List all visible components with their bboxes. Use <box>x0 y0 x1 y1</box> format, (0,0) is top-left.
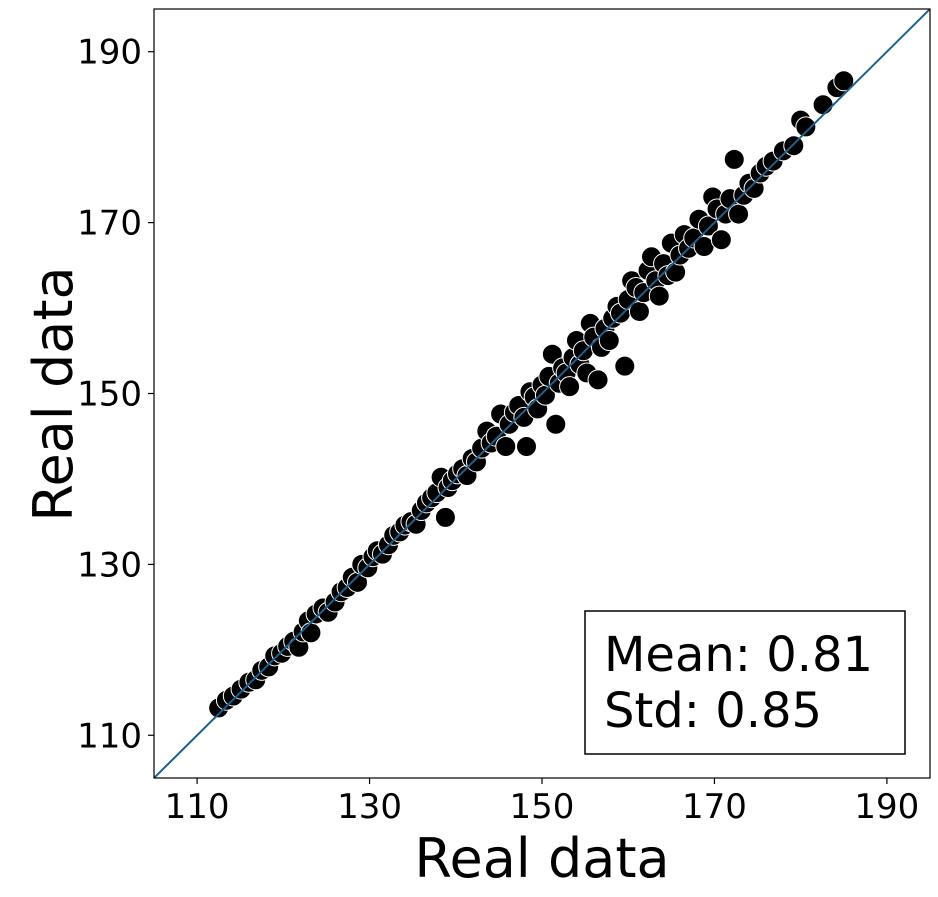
y-tick-label: 110 <box>77 716 142 756</box>
data-point <box>697 215 719 237</box>
data-point <box>587 369 609 391</box>
data-point <box>545 413 567 435</box>
x-tick-label: 130 <box>337 787 402 827</box>
x-tick-label: 190 <box>854 787 919 827</box>
data-point <box>812 94 834 116</box>
y-tick-label: 150 <box>77 375 142 415</box>
data-point <box>559 376 581 398</box>
y-tick-label: 170 <box>77 204 142 244</box>
points-layer <box>208 70 855 719</box>
x-tick-label: 150 <box>510 787 575 827</box>
data-point <box>783 135 805 157</box>
stats-mean-label: Mean: 0.81 <box>604 627 873 683</box>
x-axis-ticks: 110 130 150 170 190 <box>165 778 919 827</box>
y-axis-ticks: 110 130 150 170 190 <box>77 33 154 756</box>
data-point <box>495 435 517 457</box>
data-point <box>795 116 817 138</box>
x-axis-label: Real data <box>414 827 669 890</box>
stats-std-label: Std: 0.85 <box>604 683 822 739</box>
data-point <box>515 435 537 457</box>
stats-box: Mean: 0.81 Std: 0.85 <box>584 610 906 755</box>
x-tick-label: 110 <box>165 787 230 827</box>
data-point <box>710 229 732 251</box>
y-tick-label: 130 <box>77 545 142 585</box>
identity-reference-line <box>154 9 930 778</box>
y-tick-label: 190 <box>77 33 142 73</box>
stats-box-frame <box>584 610 906 755</box>
data-point <box>598 330 620 352</box>
data-point <box>434 506 456 528</box>
data-point <box>723 148 745 170</box>
y-axis-label: Real data <box>22 266 85 521</box>
data-point <box>648 285 670 307</box>
data-point <box>728 203 750 225</box>
data-point <box>833 70 855 92</box>
data-point <box>614 355 636 377</box>
x-tick-label: 170 <box>682 787 747 827</box>
data-point <box>300 622 322 644</box>
